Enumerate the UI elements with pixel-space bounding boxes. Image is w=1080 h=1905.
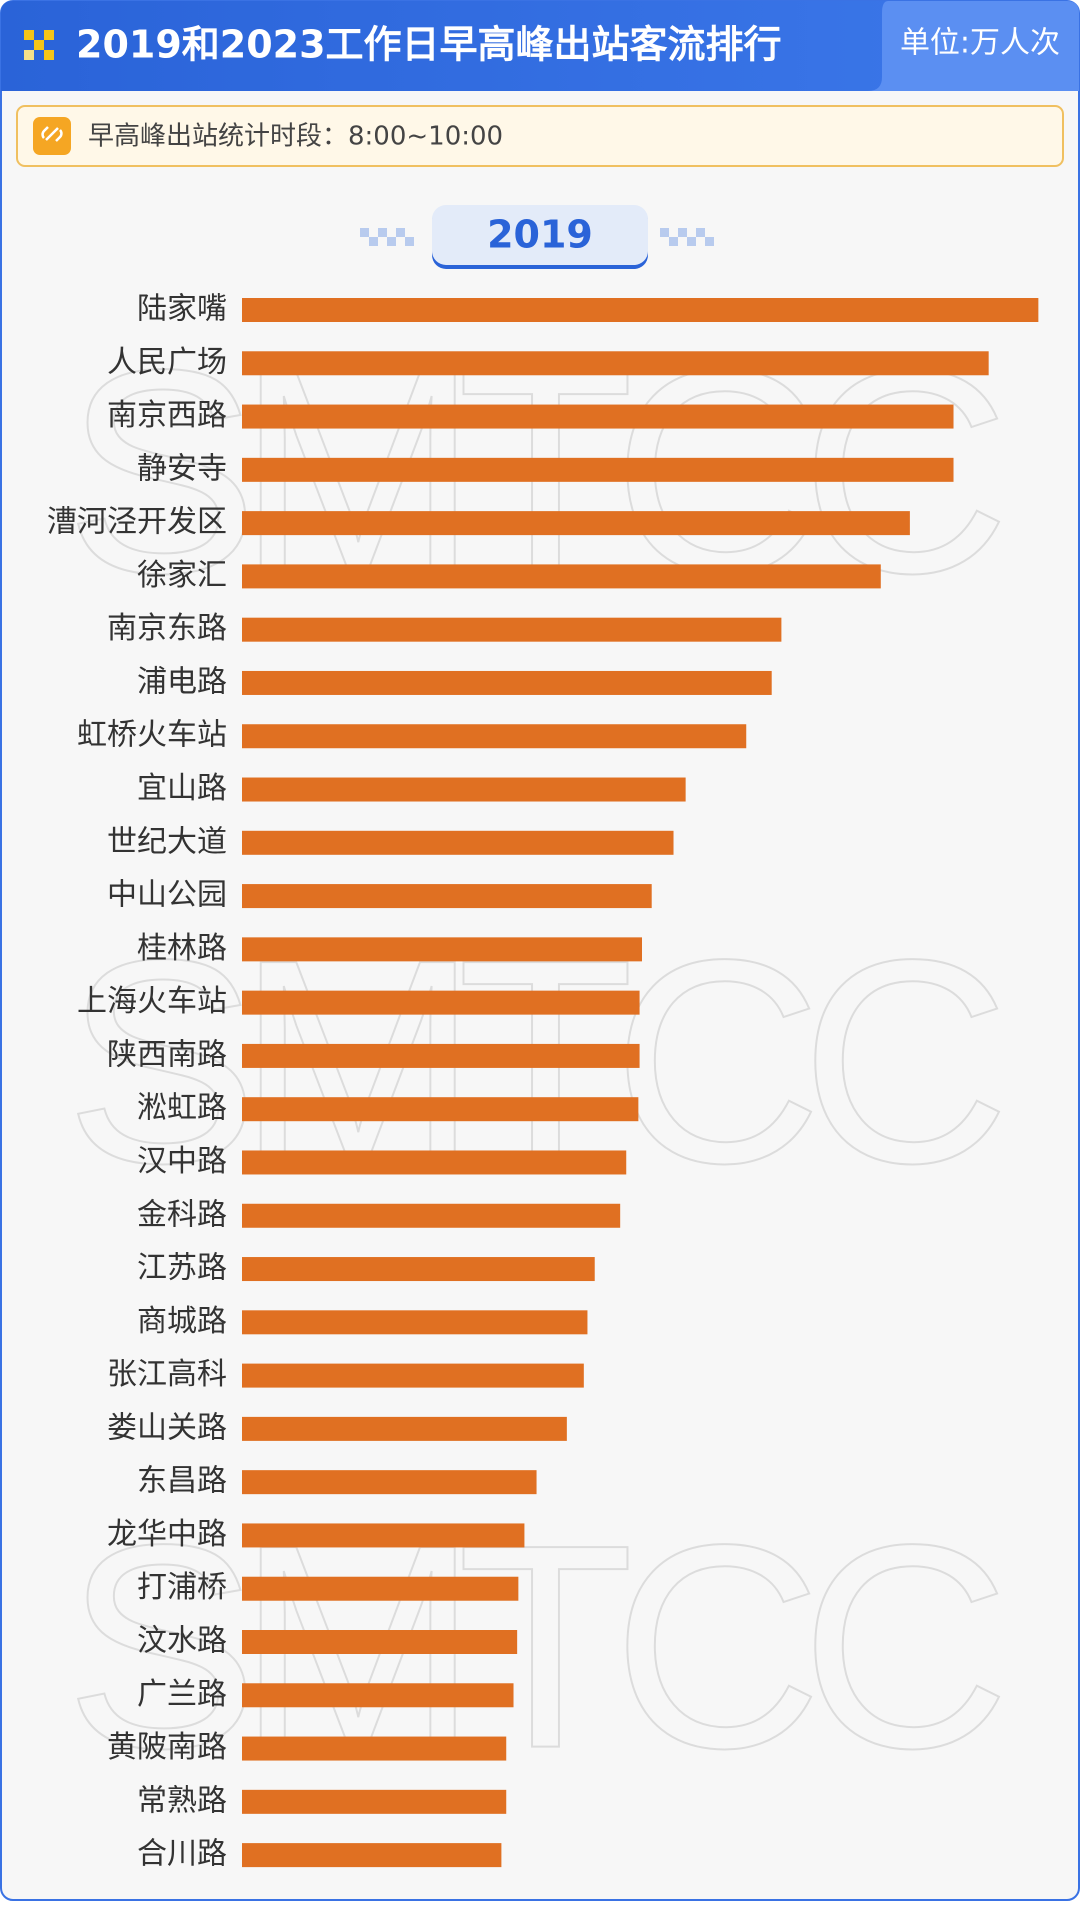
y-tick-label: 陆家嘴 [137,292,227,327]
bar [242,1683,514,1708]
bar [242,1843,502,1868]
y-tick-label: 浦电路 [137,664,227,699]
plot: 陆家嘴人民广场南京西路静安寺漕河泾开发区徐家汇南京东路浦电路虹桥火车站宜山路世纪… [47,292,1039,1872]
y-tick-label: 人民广场 [107,345,227,380]
y-tick-label: 金科路 [137,1197,227,1232]
y-tick-label: 南京东路 [107,611,227,646]
y-tick-label: 龙华中路 [107,1517,227,1552]
y-tick-label: 虹桥火车站 [77,718,227,753]
y-tick-label: 淞虹路 [137,1091,227,1126]
note: 早高峰出站统计时段：8:00~10:00 [88,122,503,152]
bar [242,884,652,909]
bar [242,1523,525,1548]
unit-tab [868,1,1079,91]
bar [242,351,989,376]
bar [242,511,910,536]
bar [242,1310,588,1335]
link-icon [33,117,71,155]
y-tick-label: 黄陂南路 [107,1730,227,1765]
y-tick-label: 娄山关路 [107,1410,227,1445]
bar [242,670,772,695]
unit-label: 单位:万人次 [900,26,1060,61]
y-tick-label: 世纪大道 [107,824,227,859]
bar [242,617,782,642]
link-glyph [41,126,63,142]
bar [242,1416,567,1441]
y-tick-label: 东昌路 [137,1464,227,1499]
bar [242,1363,584,1388]
bar [242,1630,518,1654]
y-tick-label: 宜山路 [137,771,227,806]
bar [242,724,747,749]
bar [242,830,674,855]
y-tick-label: 江苏路 [137,1251,227,1286]
bar [242,1203,621,1228]
bar [242,990,640,1015]
bar [242,1576,519,1601]
header-bar [1,1,1079,91]
y-tick-label: 上海火车站 [77,984,227,1019]
y-tick-label: 商城路 [137,1304,227,1339]
header-icon [24,30,54,60]
bar [242,937,642,962]
bar [242,1789,507,1814]
y-tick-label: 漕河泾开发区 [47,505,227,540]
bar [242,457,954,482]
bar [242,1736,507,1761]
y-tick-label: 广兰路 [137,1677,227,1712]
y-tick-label: 静安寺 [137,451,227,486]
y-tick-label: 常熟路 [137,1783,227,1818]
y-tick-label: 陕西南路 [107,1037,227,1072]
bar [242,404,954,429]
bar [242,1043,640,1068]
header-title: 2019和2023工作日早高峰出站客流排行 [76,23,782,67]
pill [432,205,648,265]
y-tick-label: 汉中路 [137,1144,227,1179]
y-tick-label: 汶水路 [137,1624,227,1659]
y-tick-label: 徐家汇 [137,558,227,593]
note-box [16,105,1064,167]
y-tick-label: 打浦桥 [137,1570,227,1605]
y-tick-label: 桂林路 [137,931,227,966]
pill-deco [360,228,714,246]
bar [242,1470,537,1495]
y-tick-label: 南京西路 [107,398,227,433]
y-tick-label: 张江高科 [107,1357,227,1392]
y-tick-label: 合川路 [137,1837,227,1872]
bar [242,1097,639,1122]
chart-subtitle: 2019 [487,213,593,257]
bar [242,298,1039,322]
bar [242,564,881,589]
watermark: SMTCC [65,1485,1010,1809]
bar [242,777,686,802]
bar [242,1150,627,1175]
y-tick-label: 中山公园 [107,878,227,913]
bar [242,1257,595,1282]
